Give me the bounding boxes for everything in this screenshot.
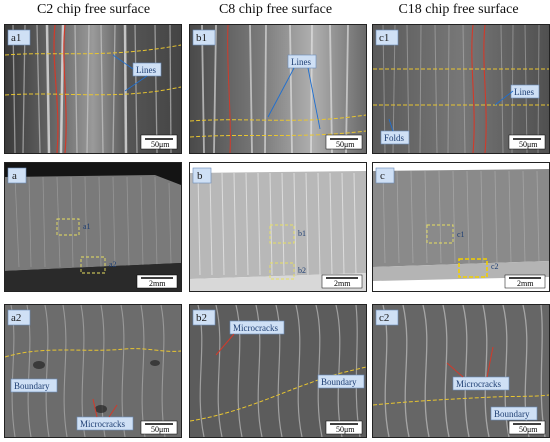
box-label-a1: a1 (83, 222, 91, 231)
panel-label-c1: c1 (379, 32, 389, 44)
callout-folds-c1: Folds (384, 133, 405, 143)
callout-lines-a1: Lines (136, 65, 156, 75)
column-title-c2: C2 chip free surface (36, 2, 151, 17)
box-label-c2: c2 (491, 262, 499, 271)
callout-microcracks-b2: Microcracks (233, 323, 278, 333)
sem-panel-a: a1 a2 a 2mm (4, 162, 182, 292)
panel-label-b1: b1 (196, 32, 207, 44)
panel-label-b: b (197, 170, 203, 182)
panel-label-a2: a2 (11, 312, 21, 324)
scale-bar-b: 2mm (334, 279, 351, 288)
scale-bar-c1: 50μm (519, 140, 538, 149)
sem-panel-a1: a1 Lines 50μm (4, 24, 182, 154)
box-label-b2: b2 (298, 266, 306, 275)
sem-panel-c1: c1 Lines Folds 50μm (372, 24, 550, 154)
panel-label-c2: c2 (379, 312, 389, 324)
sem-panel-b1: b1 Lines 50μm (189, 24, 367, 154)
sem-panel-a2: a2 Boundary Microcracks 50μm (4, 304, 182, 438)
callout-lines-c1: Lines (514, 87, 534, 97)
callout-boundary-b2: Boundary (321, 377, 357, 387)
box-label-b1: b1 (298, 229, 306, 238)
panel-label-b2: b2 (196, 312, 207, 324)
box-label-a2: a2 (109, 260, 117, 269)
column-title-c18: C18 chip free surface (398, 2, 519, 17)
panel-label-c: c (380, 170, 385, 182)
scale-bar-b1: 50μm (336, 140, 355, 149)
sem-panel-b: b1 b2 b 2mm (189, 162, 367, 292)
scale-bar-c: 2mm (517, 279, 534, 288)
callout-lines-b1: Lines (291, 57, 311, 67)
scale-bar-a2: 50μm (151, 425, 170, 434)
sem-panel-c: c1 c2 c 2mm (372, 162, 550, 292)
sem-panel-b2: b2 Microcracks Boundary 50μm (189, 304, 367, 438)
scale-bar-a1: 50μm (151, 140, 170, 149)
box-label-c1: c1 (457, 230, 465, 239)
panel-label-a: a (12, 170, 17, 182)
callout-microcracks-c2: Microcracks (456, 379, 501, 389)
scale-bar-c2: 50μm (519, 425, 538, 434)
panel-label-a1: a1 (11, 32, 21, 44)
sem-panel-c2: c2 Microcracks Boundary 50μm (372, 304, 550, 438)
column-title-c8: C8 chip free surface (218, 2, 333, 17)
scale-bar-a: 2mm (149, 279, 166, 288)
scale-bar-b2: 50μm (336, 425, 355, 434)
callout-boundary-c2: Boundary (494, 409, 530, 419)
callout-boundary-a2: Boundary (14, 381, 50, 391)
callout-microcracks-a2: Microcracks (80, 419, 125, 429)
